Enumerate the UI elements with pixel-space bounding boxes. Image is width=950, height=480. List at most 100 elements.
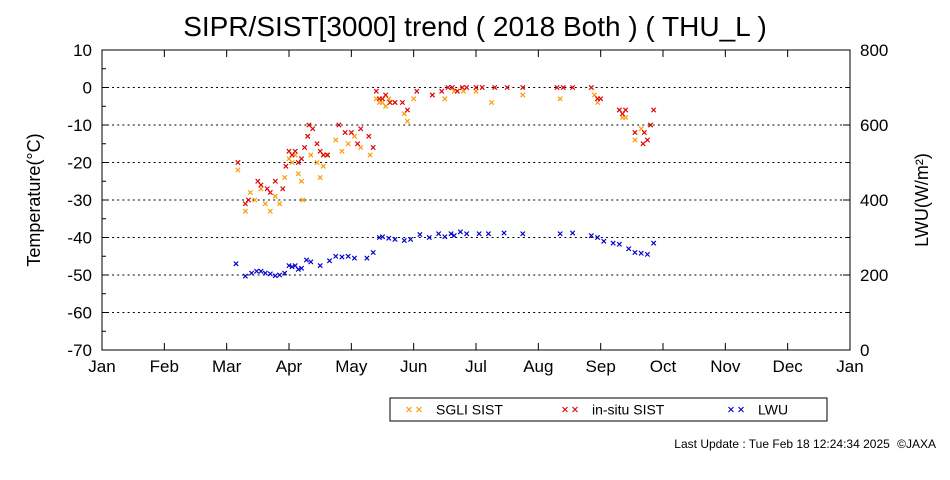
y-tick-label: 0 xyxy=(83,79,92,98)
series-lwu xyxy=(233,229,657,279)
data-point xyxy=(249,270,255,276)
data-point xyxy=(298,178,305,184)
data-point xyxy=(562,406,568,413)
data-point xyxy=(310,126,316,132)
data-point xyxy=(651,240,657,246)
data-point xyxy=(632,137,638,143)
data-point xyxy=(644,251,651,257)
x-tick-label: Feb xyxy=(150,357,179,376)
data-point xyxy=(601,238,607,244)
data-point xyxy=(233,261,239,267)
data-point xyxy=(235,167,241,173)
data-point xyxy=(651,107,657,113)
data-point xyxy=(411,96,417,102)
data-point xyxy=(342,129,348,136)
data-point xyxy=(258,268,264,274)
data-point xyxy=(387,99,393,106)
y-tick-label: 10 xyxy=(73,41,92,60)
data-point xyxy=(520,84,526,91)
data-point xyxy=(373,88,379,94)
data-point xyxy=(728,406,734,413)
data-point xyxy=(632,129,638,136)
data-point xyxy=(383,103,389,109)
data-point xyxy=(738,406,744,413)
data-point xyxy=(557,96,563,102)
x-tick-label: Dec xyxy=(773,357,804,376)
x-tick-label: Sep xyxy=(586,357,616,376)
data-point xyxy=(610,240,616,246)
grid-lines xyxy=(101,87,851,313)
data-point xyxy=(262,270,268,276)
data-point xyxy=(623,107,629,113)
data-point xyxy=(473,88,479,94)
data-point xyxy=(320,163,326,169)
data-point xyxy=(370,144,376,151)
x-tick-label: Mar xyxy=(212,357,242,376)
data-point xyxy=(492,84,498,91)
data-point xyxy=(416,406,422,413)
data-point xyxy=(252,197,258,203)
data-point xyxy=(320,152,326,158)
data-point xyxy=(557,231,563,237)
data-point xyxy=(392,236,398,242)
data-point xyxy=(640,141,646,147)
data-point xyxy=(277,201,283,207)
x-tick-label: Jun xyxy=(400,357,427,376)
data-point xyxy=(572,406,578,413)
data-point xyxy=(414,88,420,94)
data-point xyxy=(520,231,526,237)
data-point xyxy=(348,129,354,136)
data-point xyxy=(554,84,560,91)
data-point xyxy=(267,189,273,196)
legend-box xyxy=(389,397,828,422)
data-point xyxy=(300,197,306,203)
x-tick-label: Jan xyxy=(836,357,863,376)
data-point xyxy=(451,233,457,239)
y-tick-label: -20 xyxy=(67,154,92,173)
data-point xyxy=(401,237,407,244)
data-point xyxy=(442,96,448,102)
x-tick-label: Jul xyxy=(465,357,487,376)
data-point xyxy=(476,231,482,237)
data-point xyxy=(286,263,292,269)
data-point xyxy=(289,159,295,166)
data-point xyxy=(283,163,289,169)
y2-tick-label: 200 xyxy=(860,266,888,285)
data-point xyxy=(404,118,411,124)
data-point xyxy=(292,148,298,154)
data-point xyxy=(641,129,647,136)
data-point xyxy=(570,84,576,91)
data-point xyxy=(301,144,308,151)
data-point xyxy=(588,84,594,91)
data-point xyxy=(436,231,442,237)
data-point xyxy=(272,178,278,184)
data-point xyxy=(282,174,288,181)
y2-tick-label: 800 xyxy=(860,41,888,60)
data-point xyxy=(366,133,372,139)
data-point xyxy=(245,197,252,203)
data-point xyxy=(339,148,345,154)
data-series xyxy=(233,84,657,279)
data-point xyxy=(267,271,273,277)
data-point xyxy=(295,266,301,272)
data-point xyxy=(289,264,295,270)
data-point xyxy=(358,126,364,132)
data-point xyxy=(429,92,435,98)
data-point xyxy=(308,152,314,158)
y2-tick-label: 400 xyxy=(860,191,888,210)
data-point xyxy=(560,84,566,91)
data-point xyxy=(464,84,470,91)
data-point xyxy=(317,263,323,269)
data-point xyxy=(262,201,268,207)
data-point xyxy=(479,84,485,91)
data-point xyxy=(333,137,339,143)
footer-info: Last Update : Tue Feb 18 12:24:34 2025 ©… xyxy=(670,437,936,451)
data-point xyxy=(448,231,454,237)
data-point xyxy=(485,231,492,237)
data-point xyxy=(247,189,253,196)
data-point xyxy=(277,272,283,278)
data-point xyxy=(272,273,278,279)
data-point xyxy=(647,122,654,128)
y-tick-label: -50 xyxy=(67,266,92,285)
